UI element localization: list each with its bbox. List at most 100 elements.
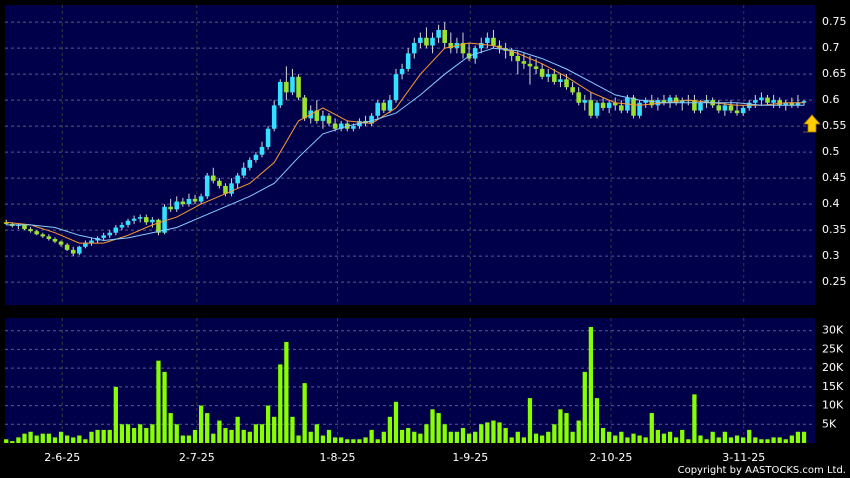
candle-body bbox=[564, 79, 569, 88]
candle-body bbox=[192, 198, 198, 202]
volume-bar bbox=[399, 429, 405, 443]
candle-body bbox=[472, 48, 478, 59]
candle-body bbox=[612, 102, 618, 106]
volume-bar bbox=[223, 428, 228, 443]
candle-body bbox=[783, 102, 789, 106]
y-tick-label: 0.5 bbox=[822, 145, 840, 158]
candle-body bbox=[223, 185, 228, 194]
candle-body bbox=[497, 45, 502, 49]
candle-body bbox=[83, 243, 88, 247]
volume-bar bbox=[241, 429, 246, 443]
candle-body bbox=[113, 227, 119, 233]
volume-bar bbox=[710, 431, 715, 443]
volume-bar bbox=[125, 424, 131, 443]
volume-bar bbox=[728, 437, 734, 443]
volume-bar bbox=[345, 439, 350, 443]
volume-bar bbox=[442, 424, 447, 443]
volume-bar bbox=[491, 420, 496, 443]
candle-body bbox=[150, 219, 155, 223]
volume-bar bbox=[454, 431, 460, 443]
volume-bar bbox=[253, 424, 259, 443]
volume-bar bbox=[734, 435, 740, 443]
candle-body bbox=[734, 110, 740, 114]
candle-body bbox=[22, 224, 27, 230]
volume-bar bbox=[722, 431, 727, 443]
volume-bar bbox=[272, 416, 277, 443]
volume-bar bbox=[180, 435, 185, 443]
candle-body bbox=[174, 201, 180, 210]
volume-bar bbox=[698, 435, 703, 443]
candle-body bbox=[485, 37, 490, 43]
y-tick-label: 20K bbox=[822, 361, 844, 374]
volume-bar bbox=[162, 371, 167, 443]
candle-body bbox=[655, 100, 661, 106]
candle-body bbox=[131, 218, 137, 221]
volume-bar bbox=[558, 409, 563, 443]
volume-bar bbox=[533, 433, 539, 443]
y-tick-label: 0.75 bbox=[822, 15, 847, 28]
volume-bar bbox=[192, 429, 198, 443]
candle-body bbox=[284, 81, 289, 93]
candle-body bbox=[290, 76, 295, 93]
volume-bar bbox=[509, 437, 514, 443]
candle-body bbox=[204, 175, 210, 197]
volume-bar bbox=[473, 431, 478, 443]
volume-bar bbox=[217, 420, 222, 443]
candle-body bbox=[332, 123, 338, 129]
candle-body bbox=[777, 100, 782, 106]
candle-body bbox=[186, 198, 192, 205]
y-tick-label: 30K bbox=[822, 324, 844, 337]
candle-body bbox=[399, 68, 405, 75]
candle-body bbox=[418, 37, 423, 43]
candle-body bbox=[241, 167, 247, 176]
candle-body bbox=[271, 105, 277, 129]
candle-body bbox=[801, 101, 807, 103]
volume-bar bbox=[150, 424, 155, 443]
volume-bar bbox=[314, 424, 319, 443]
volume-panel bbox=[5, 318, 815, 443]
volume-bar bbox=[789, 435, 794, 443]
x-tick-label: 1-9-25 bbox=[452, 451, 488, 464]
candle-body bbox=[405, 53, 411, 69]
volume-bar bbox=[674, 437, 679, 443]
candle-body bbox=[594, 102, 600, 116]
volume-bar bbox=[211, 433, 216, 443]
candle-body bbox=[430, 37, 435, 46]
y-tick-label: 0.4 bbox=[822, 197, 840, 210]
volume-bar bbox=[753, 437, 758, 443]
x-tick-label: 2-7-25 bbox=[179, 451, 215, 464]
volume-bar bbox=[156, 360, 161, 443]
volume-bar bbox=[375, 439, 380, 443]
x-tick-label: 1-8-25 bbox=[320, 451, 356, 464]
volume-bar bbox=[594, 398, 600, 443]
volume-bar bbox=[381, 431, 386, 443]
price-panel bbox=[5, 5, 815, 305]
volume-bar bbox=[4, 439, 9, 443]
candle-body bbox=[686, 100, 691, 102]
volume-bar bbox=[418, 433, 423, 443]
volume-bar bbox=[412, 431, 417, 443]
candle-body bbox=[765, 97, 770, 103]
volume-bar bbox=[661, 433, 667, 443]
candle-body bbox=[698, 102, 703, 111]
x-tick-label: 2-6-25 bbox=[44, 451, 80, 464]
candle-body bbox=[119, 224, 125, 228]
y-tick-label: 0.55 bbox=[822, 119, 847, 132]
volume-bar bbox=[686, 439, 691, 443]
x-tick-label: 2-10-25 bbox=[590, 451, 633, 464]
volume-bar bbox=[265, 405, 271, 443]
volume-bar bbox=[205, 413, 210, 443]
volume-bar bbox=[186, 435, 192, 443]
candle-body bbox=[722, 105, 728, 111]
candle-body bbox=[58, 241, 64, 245]
moving-average-line bbox=[6, 47, 804, 242]
volume-bar bbox=[680, 429, 685, 443]
volume-bar bbox=[795, 431, 801, 443]
candle-body bbox=[759, 97, 764, 101]
candle-body bbox=[789, 102, 795, 106]
volume-bar bbox=[16, 437, 21, 443]
volume-bar bbox=[326, 429, 332, 443]
candle-body bbox=[795, 102, 801, 106]
candle-body bbox=[320, 115, 326, 121]
volume-bar bbox=[101, 429, 106, 443]
